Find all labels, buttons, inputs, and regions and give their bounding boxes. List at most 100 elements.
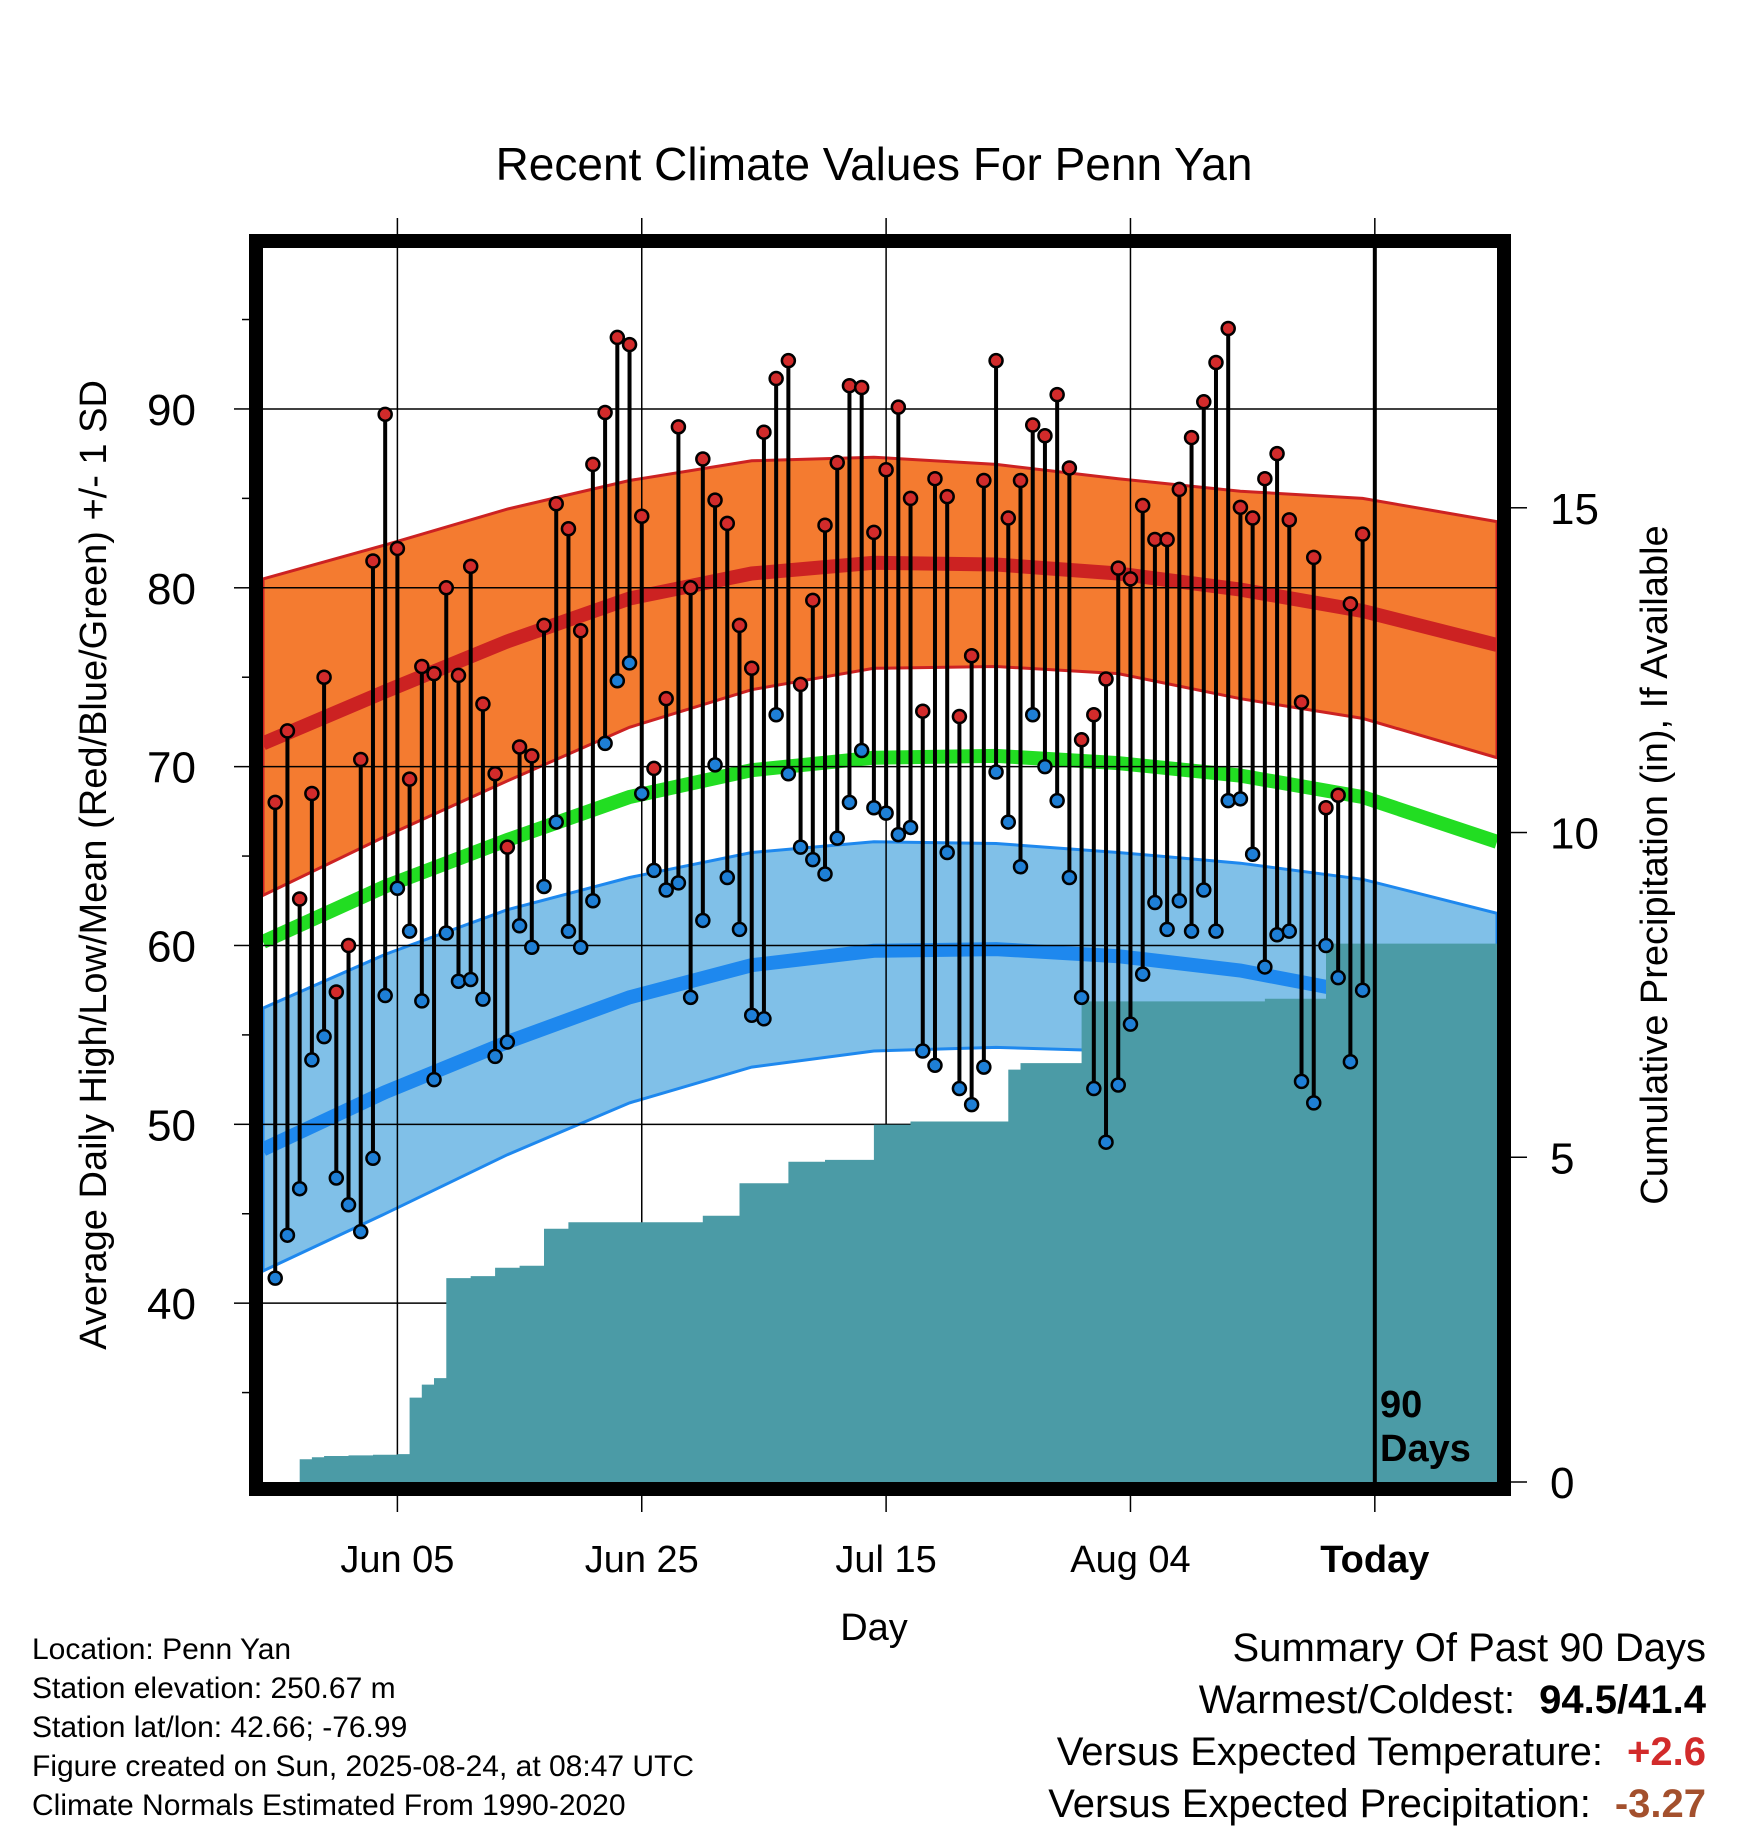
x-tick-label: Jul 15	[835, 1539, 936, 1581]
low-temp-point	[1134, 966, 1151, 982]
high-temp-point	[658, 690, 674, 707]
warm-cold-row: Warmest/Coldest: 94.5/41.4	[1048, 1674, 1706, 1726]
y-tick-label: 40	[147, 1280, 196, 1329]
high-temp-point	[462, 558, 479, 575]
low-temp-point	[976, 1059, 992, 1075]
low-temp-point	[1196, 882, 1212, 898]
location-text: Location: Penn Yan	[32, 1633, 292, 1666]
low-temp-point	[597, 735, 613, 752]
low-temp-point	[572, 939, 589, 956]
normal-bands	[260, 455, 1500, 1274]
low-temp-point	[1330, 969, 1346, 986]
x-axis-label: Day	[840, 1607, 908, 1649]
high-temp-point	[988, 352, 1004, 369]
low-temp-point	[1049, 792, 1065, 809]
low-temp-point	[756, 1011, 772, 1027]
low-temp-point	[646, 862, 662, 879]
high-temp-point	[792, 676, 809, 693]
high-temp-point	[1318, 800, 1334, 816]
summary-title: Summary Of Past 90 Days	[1232, 1626, 1706, 1670]
station-info: Location: Penn Yan Station elevation: 25…	[32, 1630, 694, 1825]
y-tick-label: 80	[147, 565, 196, 614]
y-tick-label: 50	[147, 1101, 196, 1150]
high-temp-point	[890, 399, 907, 415]
low-temp-point	[1159, 921, 1175, 938]
low-temp-point	[866, 800, 882, 816]
low-mean-line	[260, 942, 1500, 1156]
high-temp-point	[756, 424, 772, 440]
high-temp-point	[1293, 694, 1310, 711]
low-temp-point	[792, 839, 809, 855]
high-temp-point	[1086, 707, 1102, 723]
low-temp-point	[389, 880, 406, 896]
normals-text: Climate Normals Estimated From 1990-2020	[32, 1789, 626, 1822]
high-temp-point	[401, 771, 418, 787]
low-temp-point	[340, 1197, 357, 1213]
high-temp-point	[695, 451, 711, 467]
high-temp-point	[1196, 394, 1212, 410]
warm-cold-label: Warmest/Coldest:	[1198, 1678, 1516, 1722]
low-temp-point	[365, 1150, 381, 1167]
low-temp-point	[1293, 1073, 1310, 1090]
high-temp-point	[1220, 320, 1236, 337]
low-temp-point	[352, 1223, 369, 1240]
high-temp-point	[1037, 428, 1053, 444]
high-temp-point	[1073, 732, 1090, 748]
high-temp-point	[805, 592, 821, 609]
high-temp-point	[853, 379, 870, 396]
low-temp-point	[426, 1071, 442, 1088]
high-temp-point	[939, 488, 955, 505]
high-temp-point	[524, 748, 540, 764]
high-temp-point	[780, 352, 797, 369]
high-temp-point	[927, 470, 943, 487]
low-temp-point	[267, 1270, 283, 1286]
low-temp-point	[511, 918, 528, 934]
high-temp-point	[878, 462, 894, 478]
low-temp-point	[1208, 923, 1224, 939]
temp-anomaly-row: Versus Expected Temperature: +2.6	[1048, 1726, 1706, 1778]
low-temp-point	[487, 1048, 503, 1065]
low-temp-point	[291, 1180, 308, 1197]
y2-tick-label: 10	[1550, 810, 1599, 859]
window-label-unit: Days	[1380, 1428, 1471, 1470]
x-tick-label: Jun 25	[585, 1539, 699, 1581]
low-temp-point	[1244, 846, 1261, 863]
precipitation-area	[275, 943, 1498, 1482]
low-temp-point	[634, 785, 650, 802]
high-temp-point	[475, 696, 491, 712]
low-temp-point	[1305, 1095, 1322, 1111]
low-temp-point	[560, 923, 577, 939]
axis-ticks	[234, 218, 1527, 1512]
high-temp-point	[866, 524, 882, 541]
summary-panel: Summary Of Past 90 Days Warmest/Coldest:…	[1048, 1622, 1706, 1830]
y-tick-label: 90	[147, 386, 196, 435]
low-temp-point	[524, 939, 540, 956]
low-temp-point	[609, 673, 626, 689]
high-temp-point	[560, 521, 577, 537]
low-temp-point	[1061, 869, 1078, 886]
y-tick-label: 60	[147, 922, 196, 971]
high-temp-point	[1257, 470, 1273, 487]
high-temp-point	[1098, 671, 1114, 687]
low-temp-point	[805, 851, 821, 868]
low-temp-point	[1073, 989, 1090, 1006]
low-temp-point	[939, 844, 955, 861]
high-temp-point	[951, 708, 968, 725]
high-temp-point	[316, 669, 332, 685]
daily-points	[267, 320, 1371, 1286]
high-temp-point	[707, 492, 723, 508]
temp-anomaly-label: Versus Expected Temperature:	[1056, 1730, 1604, 1774]
x-tick-label: Jun 05	[340, 1539, 454, 1581]
high-temp-point	[1159, 531, 1175, 548]
low-temp-point	[1171, 893, 1188, 909]
high-temp-point	[487, 766, 503, 782]
plot-frame	[249, 234, 1511, 1496]
temp-anomaly-value: +2.6	[1627, 1730, 1706, 1774]
high-temp-point	[511, 739, 528, 755]
high-temp-point	[1061, 460, 1078, 476]
high-temp-point	[414, 658, 430, 675]
high-temp-point	[548, 495, 564, 512]
low-temp-point	[1037, 758, 1053, 775]
low-temp-point	[1257, 959, 1273, 975]
low-temp-point	[1122, 1016, 1139, 1032]
